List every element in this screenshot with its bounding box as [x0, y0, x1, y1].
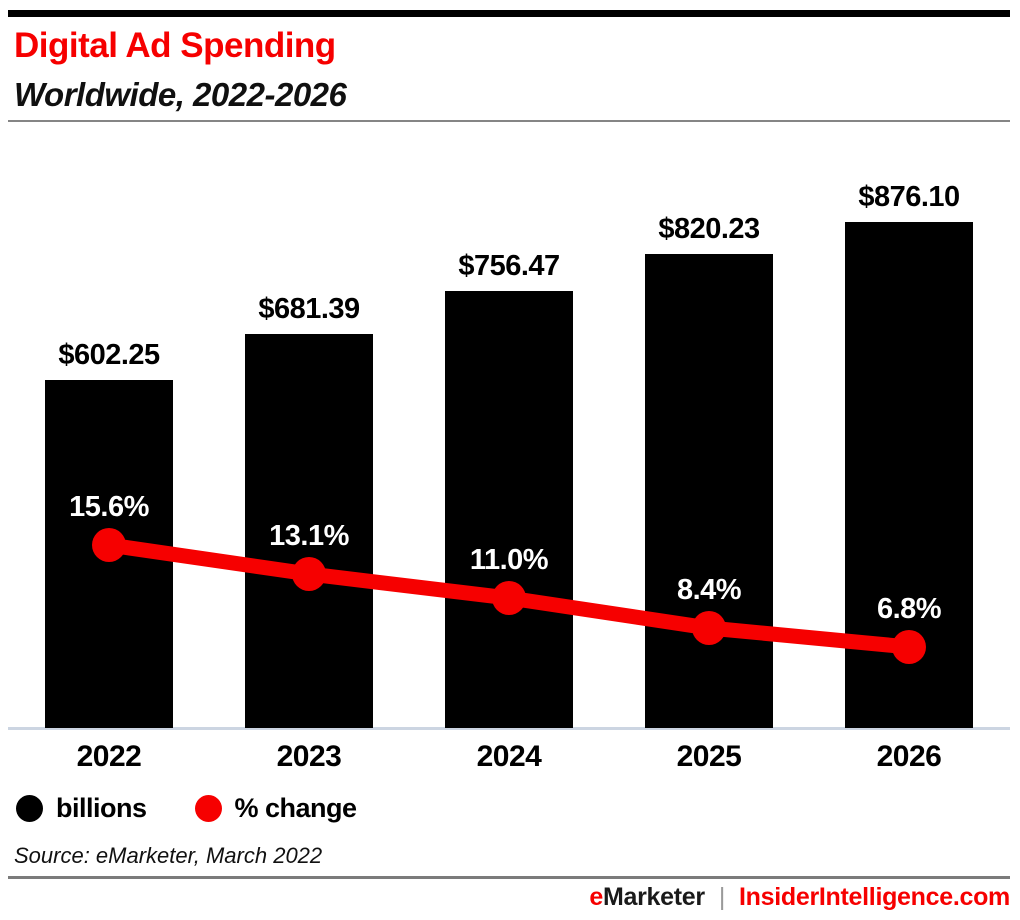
brand-emarketer-e: e: [589, 883, 603, 911]
trend-point-2023: [292, 557, 326, 591]
bar-2025: [645, 254, 773, 728]
brand-emarketer-rest: Marketer: [603, 883, 705, 911]
legend-label-billions: billions: [56, 792, 147, 823]
brand-insiderintelligence-link[interactable]: InsiderIntelligence.com: [739, 883, 1010, 911]
x-axis-label: 2026: [876, 740, 942, 773]
footer-branding: eMarketer | InsiderIntelligence.com: [589, 883, 1010, 912]
legend-item-billions: billions: [16, 793, 147, 824]
trend-point-2025: [692, 611, 726, 645]
pct-change-label: 11.0%: [469, 544, 549, 576]
pct-change-label: 8.4%: [676, 574, 742, 606]
bar-value-label: $756.47: [458, 250, 560, 282]
pct-change-label: 6.8%: [876, 593, 942, 625]
x-axis-label: 2024: [476, 740, 542, 773]
footer-pipe-divider: |: [718, 883, 726, 911]
bar-value-label: $820.23: [658, 213, 760, 245]
trend-point-2024: [492, 581, 526, 615]
bar-value-label: $876.10: [858, 181, 960, 213]
x-axis-label: 2025: [676, 740, 742, 773]
pct-change-swatch-icon: [194, 794, 222, 822]
x-axis-label: 2022: [76, 740, 142, 773]
x-axis-label: 2023: [276, 740, 342, 773]
page-title: Digital Ad Spending: [14, 26, 336, 65]
footer-divider: [8, 876, 1010, 879]
bar-2023: [245, 334, 373, 728]
header-divider: [8, 120, 1010, 122]
legend-item-pct-change: % change: [194, 792, 358, 824]
x-axis-line: [8, 727, 1010, 730]
page-subtitle: Worldwide, 2022-2026: [14, 76, 347, 113]
top-accent-bar: [8, 10, 1010, 17]
legend-label-pct-change: % change: [234, 792, 358, 823]
source-note: Source: eMarketer, March 2022: [14, 843, 323, 868]
trend-point-2022: [92, 528, 126, 562]
billions-swatch-icon: [16, 794, 43, 822]
pct-change-label: 13.1%: [269, 520, 349, 552]
bar-value-label: $681.39: [258, 293, 360, 325]
bar-2024: [445, 291, 573, 728]
pct-change-label: 15.6%: [69, 491, 149, 523]
trend-point-2026: [892, 630, 926, 664]
bar-value-label: $602.25: [58, 339, 160, 371]
chart-legend: billions % change: [16, 792, 357, 824]
